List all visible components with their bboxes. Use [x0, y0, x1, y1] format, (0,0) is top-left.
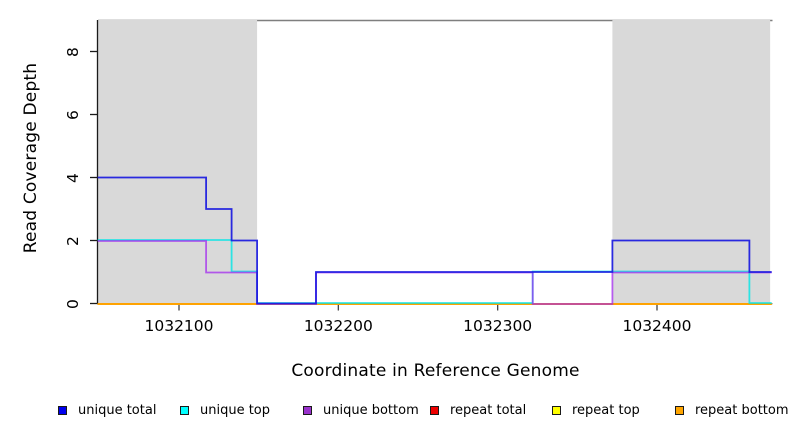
x-tick-label: 1032100 [144, 317, 214, 335]
legend-swatch-icon [58, 405, 67, 415]
legend-item: unique bottom [303, 402, 419, 418]
legend-swatch-icon [675, 405, 684, 415]
x-tick-label: 1032200 [303, 317, 373, 335]
x-tick-label: 1032300 [463, 317, 533, 335]
legend-item: repeat total [430, 402, 526, 418]
legend-label: unique top [200, 402, 271, 418]
legend-item: unique top [180, 402, 270, 418]
x-axis-title: Coordinate in Reference Genome [291, 361, 580, 381]
legend-item: unique total [58, 402, 156, 418]
legend-item: repeat bottom [675, 402, 789, 418]
y-tick-label: 8 [64, 46, 82, 57]
y-axis-title: Read Coverage Depth [21, 62, 41, 254]
legend-swatch-icon [552, 405, 561, 415]
x-tick-label: 1032400 [622, 317, 692, 335]
legend-label: unique bottom [323, 402, 419, 418]
legend-label: unique total [78, 402, 157, 418]
legend: unique total unique top unique bottom re… [0, 402, 792, 422]
legend-swatch-icon [430, 405, 439, 415]
legend-label: repeat bottom [695, 402, 789, 418]
legend-swatch-icon [180, 405, 189, 415]
legend-label: repeat total [450, 402, 527, 418]
legend-swatch-icon [303, 405, 312, 415]
legend-item: repeat top [552, 402, 640, 418]
legend-label: repeat top [572, 402, 640, 418]
